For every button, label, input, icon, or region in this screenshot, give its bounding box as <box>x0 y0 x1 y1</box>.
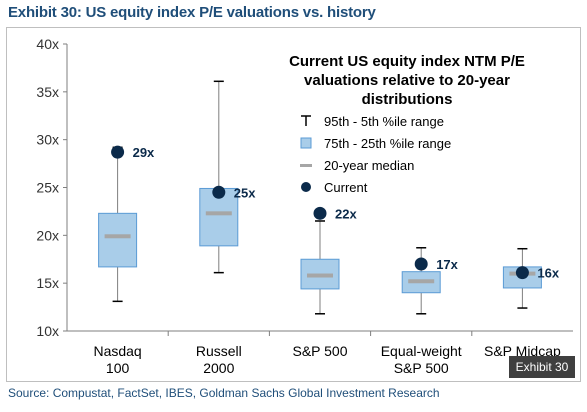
y-tick-label: 20x <box>36 227 59 243</box>
legend-label: Current <box>324 180 368 195</box>
source-note: Source: Compustat, FactSet, IBES, Goldma… <box>8 386 440 400</box>
plot-area: 29x 25x 22x 17x 16x <box>98 80 560 315</box>
iqr-box <box>98 212 138 268</box>
x-tick-label-line2: 2000 <box>203 360 234 376</box>
x-tick-label: S&P Midcap <box>484 343 561 359</box>
legend-label: 95th - 5th %ile range <box>324 114 444 129</box>
current-marker <box>313 206 327 220</box>
current-marker <box>414 257 428 271</box>
y-tick-label: 15x <box>36 275 59 291</box>
current-marker <box>111 145 125 159</box>
x-tick-label: Nasdaq <box>93 343 141 359</box>
x-tick-label: Equal-weight <box>381 343 462 359</box>
y-tick-label: 35x <box>36 84 59 100</box>
median-mark <box>205 211 232 216</box>
exhibit-badge: Exhibit 30 <box>509 356 575 378</box>
x-tick-label-line2: 100 <box>106 360 130 376</box>
legend-label: 20-year median <box>324 158 414 173</box>
current-value-label: 22x <box>335 206 357 221</box>
current-value-label: 17x <box>436 257 458 272</box>
chart-title: Current US equity index NTM P/E valuation… <box>289 53 525 108</box>
x-tick-label: Russell <box>196 343 242 359</box>
legend-label: 75th - 25th %ile range <box>324 136 451 151</box>
current-marker <box>212 185 226 199</box>
chart-title-line: Current US equity index NTM P/E <box>289 53 525 70</box>
y-tick-label: 25x <box>36 180 59 196</box>
current-value-label: 16x <box>537 266 559 281</box>
current-value-label: 25x <box>234 185 256 200</box>
current-marker <box>515 266 529 280</box>
y-tick-label: 40x <box>36 36 59 52</box>
chart-frame <box>6 27 581 382</box>
chart-title-line: valuations relative to 20-year <box>304 72 510 89</box>
legend-median-icon <box>300 164 312 167</box>
chart-title-line: distributions <box>362 91 453 108</box>
median-mark <box>104 234 131 239</box>
x-tick-label-line2: S&P 500 <box>394 360 449 376</box>
median-mark <box>408 279 435 284</box>
x-tick-label: S&P 500 <box>292 343 347 359</box>
current-value-label: 29x <box>133 145 155 160</box>
exhibit-title: Exhibit 30: US equity index P/E valuatio… <box>8 4 376 21</box>
legend-box-icon <box>300 137 312 149</box>
median-mark <box>307 273 333 278</box>
chart-legend: 95th - 5th %ile range 75th - 25th %ile ra… <box>300 114 451 195</box>
legend-current-icon <box>301 182 311 192</box>
y-tick-label: 30x <box>36 132 59 148</box>
y-tick-label: 10x <box>36 323 59 339</box>
